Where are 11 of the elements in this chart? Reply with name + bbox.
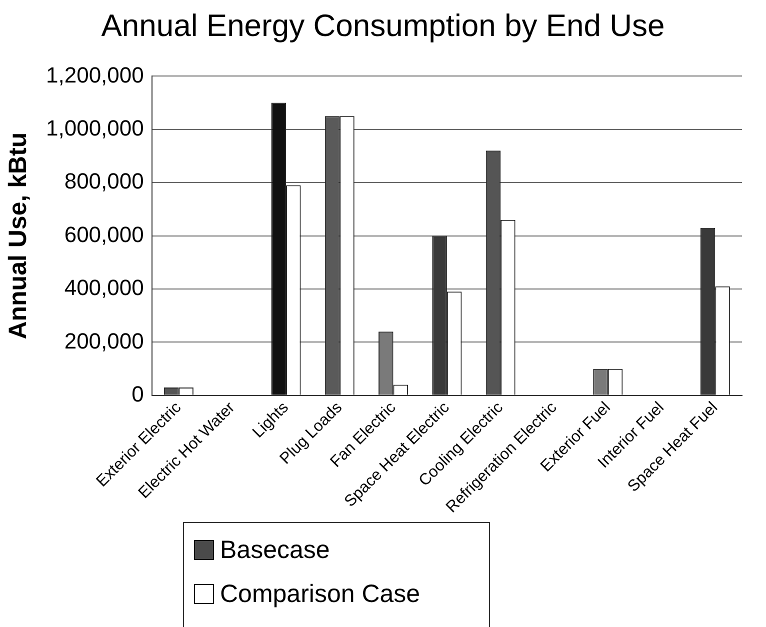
y-tick-label: 0	[132, 381, 144, 406]
y-tick-label: 1,200,000	[46, 62, 144, 88]
y-axis-title: Annual Use, kBtu	[4, 132, 32, 340]
chart-title: Annual Energy Consumption by End Use	[100, 8, 666, 44]
y-tick-label: 800,000	[64, 168, 144, 194]
legend-label: Comparison Case	[220, 580, 420, 608]
y-tick-label: 1,000,000	[46, 115, 144, 140]
y-tick-label: 400,000	[64, 275, 144, 300]
y-tick-label: 600,000	[64, 222, 144, 247]
y-tick-label: 200,000	[64, 328, 144, 354]
legend-label: Basecase	[220, 536, 330, 564]
